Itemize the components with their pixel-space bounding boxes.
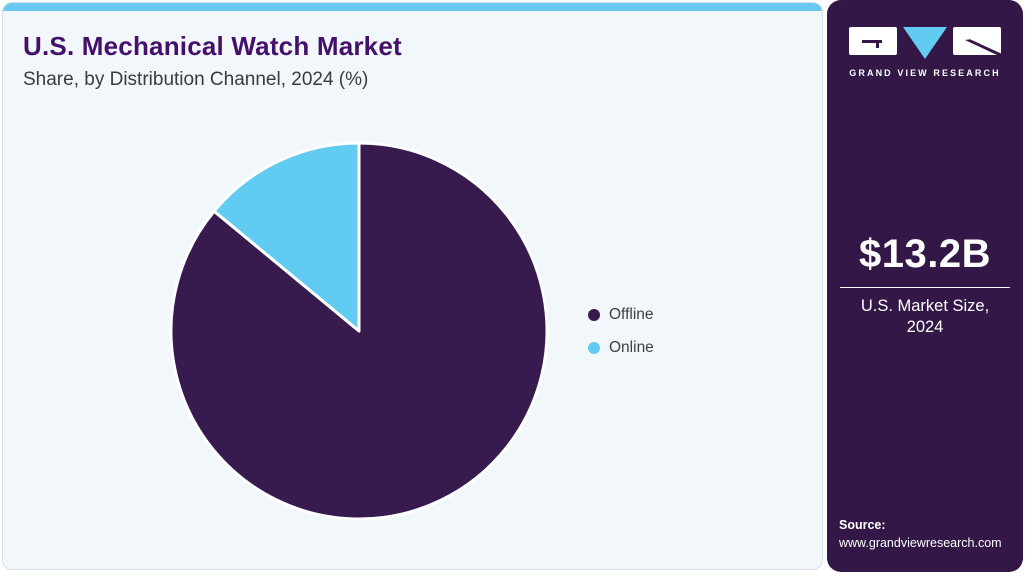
market-size-divider [840,287,1010,288]
gvr-logo-icon [827,27,1023,59]
pie-slice-online [212,141,361,333]
brand-logo: GRAND VIEW RESEARCH [827,27,1023,78]
brand-sidebar: GRAND VIEW RESEARCH $13.2B U.S. Market S… [827,0,1023,572]
card-accent-bar [3,3,822,11]
legend-item-offline[interactable]: Offline [588,306,654,324]
market-size-value: $13.2B [859,232,991,276]
pie-chart-svg [169,141,549,521]
market-size-label-line2: 2024 [906,318,944,337]
source-label: Source: [839,517,886,532]
online-legend-label: Online [609,339,654,356]
logo-r-icon [953,27,1001,55]
market-size-label: U.S. Market Size, 2024 [827,296,1023,339]
chart-subtitle: Share, by Distribution Channel, 2024 (%) [23,69,369,90]
market-size-block: $13.2B U.S. Market Size, 2024 [827,232,1023,339]
market-size-label-line1: U.S. Market Size, [860,297,990,315]
legend-item-online[interactable]: Online [588,339,654,357]
pie-chart [159,131,559,531]
online-legend-dot [588,342,600,354]
chart-legend: Offline Online [588,306,654,357]
chart-card: U.S. Mechanical Watch Market Share, by D… [2,2,823,570]
chart-header: U.S. Mechanical Watch Market Share, by D… [3,11,822,91]
source-block: Source: www.grandviewresearch.com [839,516,1002,552]
offline-legend-label: Offline [609,306,654,323]
logo-v-icon [903,27,947,59]
source-url-link[interactable]: www.grandviewresearch.com [839,535,1002,550]
offline-legend-dot [588,309,600,321]
logo-g-icon [849,27,897,55]
brand-name: GRAND VIEW RESEARCH [849,68,1001,78]
chart-title: U.S. Mechanical Watch Market [23,31,402,61]
